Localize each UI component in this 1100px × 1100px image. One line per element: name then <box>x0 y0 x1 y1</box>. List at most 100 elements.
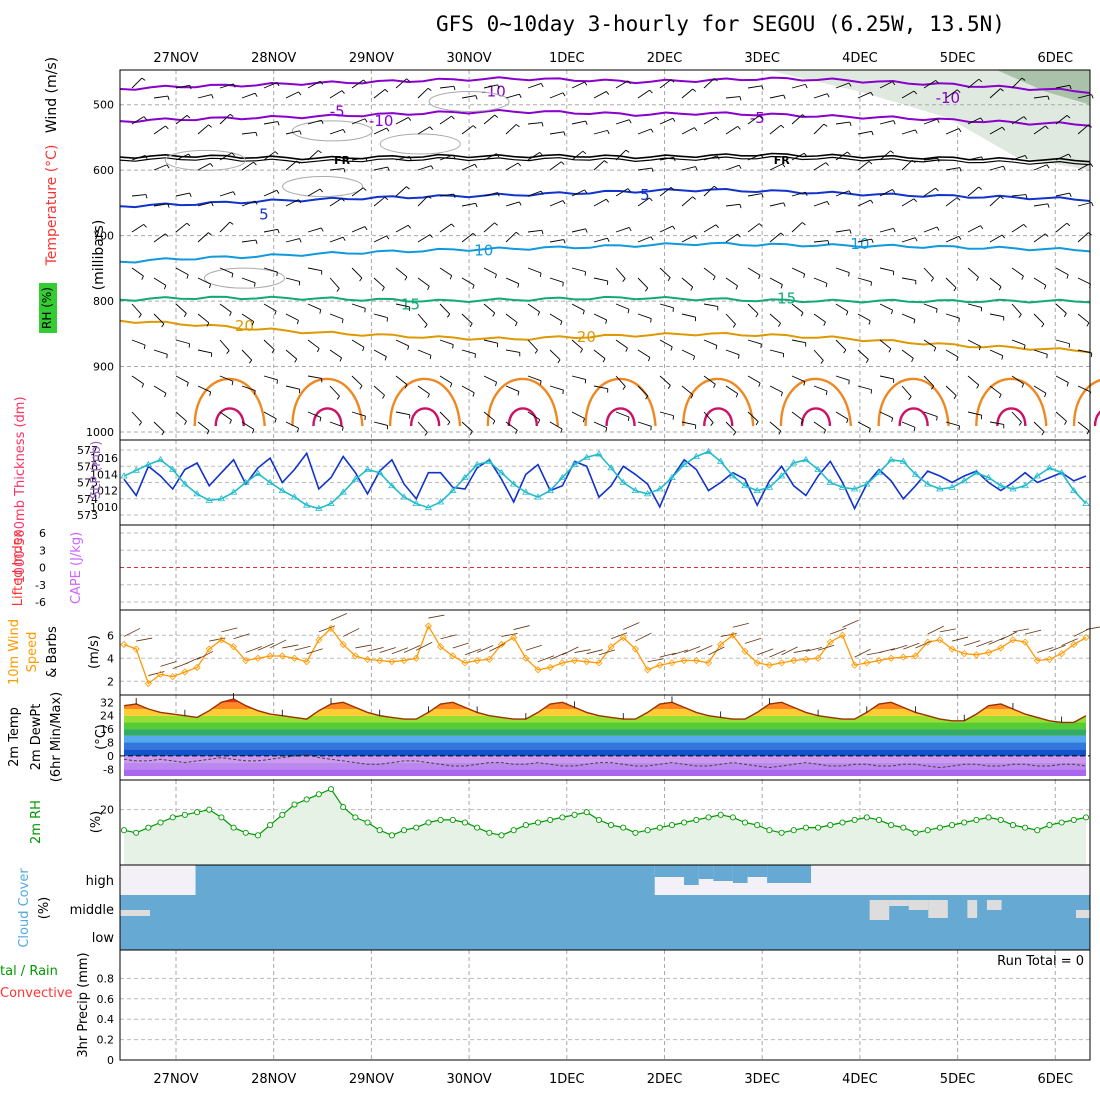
wind-barb-flag <box>823 321 826 326</box>
wind-barb <box>307 227 322 233</box>
wind-barb-flag <box>339 357 343 362</box>
temp-band <box>124 742 1086 750</box>
wind-barb-flag <box>1064 420 1067 425</box>
rh-tick-label: 20 <box>100 804 114 817</box>
contour-20 <box>119 319 1091 354</box>
wind-barb-flag <box>713 185 718 190</box>
wind-point <box>1045 655 1054 663</box>
ylabel-convective: Convective <box>0 986 73 1001</box>
wind-point <box>400 656 408 665</box>
wind-point <box>1058 650 1066 658</box>
wind-barb-flag <box>1086 322 1090 327</box>
temp-tick-label: 0 <box>107 750 114 763</box>
slp-point <box>412 499 420 507</box>
wind-barb-flag <box>254 390 256 395</box>
wind-barb <box>527 122 542 125</box>
wind-barb-flag <box>452 154 456 159</box>
wind-barb-flag <box>782 163 786 168</box>
wind-barb <box>175 411 187 422</box>
rh-point <box>815 824 822 831</box>
wind-barb-flag <box>692 196 696 200</box>
wind-barb <box>175 339 190 345</box>
wind-barb <box>329 197 342 207</box>
wind-barb <box>945 277 957 289</box>
slp-point <box>692 452 701 459</box>
wind-barb-flag <box>758 275 761 280</box>
slp-point <box>838 483 847 490</box>
rh-point <box>534 819 542 826</box>
cloud-mid-gap <box>928 900 948 918</box>
wind-barb <box>197 201 212 207</box>
wind-barb <box>637 385 649 397</box>
wind10-barb <box>269 639 287 649</box>
slp-point <box>144 460 153 468</box>
slp-point <box>668 473 676 481</box>
wind-barb <box>1011 339 1026 346</box>
temp-30-contour <box>605 407 636 427</box>
slp-point <box>156 455 165 463</box>
slp-point <box>595 450 603 457</box>
wind-barb-flag <box>690 286 694 291</box>
slp-point <box>424 503 433 511</box>
wind-barb-flag <box>469 431 473 435</box>
wind10-barb <box>1085 626 1100 630</box>
wind-barb-flag <box>892 189 896 193</box>
rh-point <box>474 824 481 831</box>
wind-barb-flag <box>820 360 824 364</box>
wind-barb <box>637 197 650 207</box>
wind-barb-flag <box>429 234 433 238</box>
wind-barb-flag <box>497 84 500 89</box>
rh-point <box>766 827 773 834</box>
wind-barb <box>549 277 564 283</box>
wind-barb-flag <box>911 159 916 164</box>
wind-barb-flag <box>165 125 169 130</box>
ylabel-lifted-index: Lifted Index <box>11 529 26 606</box>
wind-point <box>631 645 640 653</box>
wind-barb <box>175 303 187 314</box>
wind-barb <box>747 339 762 345</box>
rh-point <box>754 822 761 829</box>
slp-point <box>899 457 908 464</box>
wind-barb-flag <box>424 432 428 436</box>
wind10-barb <box>562 646 579 656</box>
temp-25-contour <box>975 377 1048 427</box>
ylabel-speed: Speed <box>25 632 40 673</box>
wind-barb-flag <box>628 227 632 232</box>
wind10-barb <box>294 645 311 651</box>
wind-barb-flag <box>186 274 189 279</box>
wind-barb <box>439 193 454 197</box>
slp-point <box>972 468 981 476</box>
wind-barb-flag <box>935 187 939 192</box>
contour-label: -10 <box>481 83 506 101</box>
wind-barb-flag <box>1001 126 1006 131</box>
wind-barb <box>879 339 892 350</box>
ylabel-thickness: 1000-500mb Thickness (dm) <box>13 396 28 583</box>
slp-point <box>351 475 360 482</box>
wind-barb-flag <box>446 313 451 318</box>
wind-barb <box>131 375 144 385</box>
wind-barb-flag <box>210 163 214 167</box>
slp-point <box>570 460 579 468</box>
wind-barb-flag <box>298 91 302 96</box>
wind-barb <box>923 411 938 417</box>
wind-point <box>863 659 871 667</box>
wind-barb-flag <box>670 79 675 83</box>
wind-barb-flag <box>321 119 324 124</box>
wind-barb <box>483 375 497 383</box>
rh-point <box>437 816 444 823</box>
wind-barb <box>1077 124 1089 135</box>
wind-barb <box>857 349 869 360</box>
slp-point <box>217 494 226 502</box>
slp-point <box>753 486 761 494</box>
wind-barb <box>197 421 210 431</box>
rh-point <box>181 811 188 818</box>
wind-barb <box>307 339 320 349</box>
wind-barb-flag <box>1045 125 1049 130</box>
wind-barb <box>527 151 540 161</box>
rh-point <box>595 816 602 823</box>
date-label-bottom: 5DEC <box>940 1072 976 1087</box>
wind-barb <box>945 313 960 319</box>
wind10-barb <box>854 648 871 658</box>
wind-barb-flag <box>276 272 278 277</box>
rh-point <box>900 824 907 831</box>
